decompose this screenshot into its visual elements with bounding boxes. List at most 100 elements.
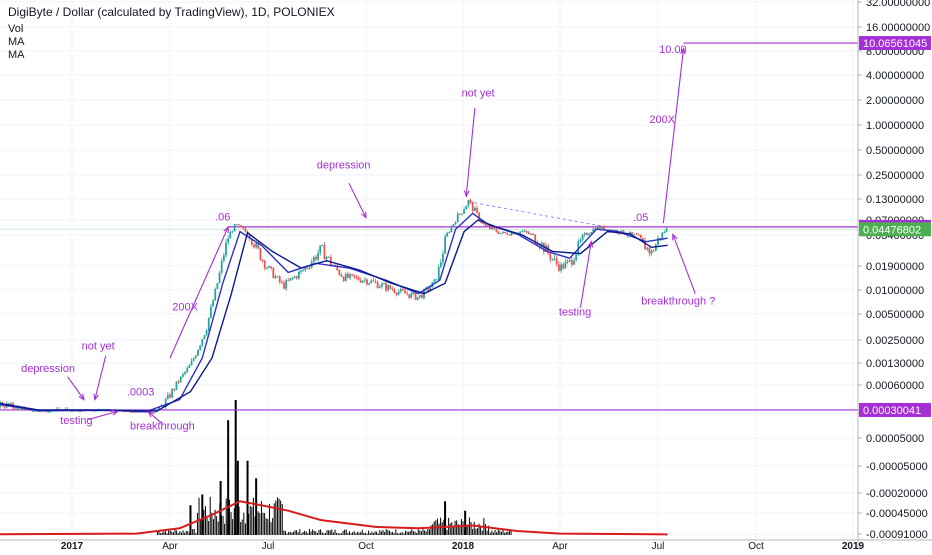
volume-bar-fill-79: [283, 530, 285, 535]
volume-bar-fill-13: [177, 533, 179, 535]
volume-bar-fill-111: [334, 529, 336, 535]
annotation-label-7[interactable]: depression: [317, 159, 371, 171]
candle-body-288: [590, 232, 593, 234]
volume-bar-fill-172: [432, 524, 434, 535]
annotation-label-4[interactable]: breakthrough: [130, 421, 195, 433]
candle-body-18: [10, 403, 12, 406]
volume-bar-fill-62: [256, 513, 258, 535]
arrow-testing-1-head: [111, 410, 120, 416]
volume-bar-fill-92: [304, 530, 306, 535]
arrow-200x-1[interactable]: [169, 226, 229, 359]
annotation-label-1[interactable]: not yet: [82, 341, 115, 353]
arrow-testing-1[interactable]: [88, 410, 118, 420]
candle-body-259: [527, 232, 530, 235]
candle-body-247: [501, 232, 504, 234]
volume-bar-fill-104: [323, 533, 325, 535]
volume-bar-fill-171: [430, 525, 432, 535]
volume-bar-fill-85: [292, 531, 294, 535]
volume-bar-fill-64: [259, 513, 261, 535]
candle-body-266: [542, 242, 545, 253]
annotation-label-13[interactable]: 10.00: [659, 44, 687, 56]
volume-bar-fill-29: [203, 509, 205, 535]
price-tick-label: 1.00000000: [866, 120, 924, 132]
candle-body-153: [302, 270, 305, 272]
price-tick-label: 0.00005000: [866, 433, 924, 445]
indicator-ma-label-2[interactable]: MA: [8, 49, 25, 61]
annotation-label-8[interactable]: not yet: [462, 88, 495, 100]
volume-bar-fill-181: [446, 529, 448, 535]
price-tick-label: -0.00045000: [866, 508, 928, 520]
volume-bar-fill-22: [192, 529, 194, 535]
candle-body-154: [304, 267, 307, 271]
annotation-label-0[interactable]: depression: [21, 363, 75, 375]
candle-body-105: [199, 345, 202, 350]
candle-body-194: [389, 285, 392, 289]
volume-bar-fill-47: [232, 519, 234, 535]
arrow-breakthrough-2[interactable]: [672, 234, 696, 294]
arrow-testing-2[interactable]: [579, 241, 592, 308]
volume-ma-line: [0, 500, 668, 536]
candle-body-192: [385, 283, 387, 291]
arrow-not-yet-1[interactable]: [94, 355, 107, 400]
annotation-label-6[interactable]: .06: [215, 212, 230, 224]
candle-body-187: [374, 281, 377, 283]
volume-bar-fill-189: [459, 524, 461, 535]
candle-body-267: [545, 245, 547, 253]
volume-bar-fill-93: [305, 531, 307, 535]
arrow-not-yet-2[interactable]: [465, 107, 476, 197]
indicator-vol-label[interactable]: Vol: [8, 23, 23, 35]
arrow-breakthrough-2-head: [672, 233, 678, 241]
candle-body-274: [560, 264, 562, 271]
volume-bar-fill-197: [472, 528, 474, 535]
volume-bar-fill-116: [342, 531, 344, 535]
volume-bar-fill-51: [238, 506, 240, 535]
volume-bar-5: [255, 478, 258, 535]
arrow-breakthrough-1[interactable]: [147, 411, 163, 425]
candle-body-106: [201, 339, 204, 346]
volume-bar-fill-52: [240, 522, 242, 535]
candle-body-215: [433, 279, 436, 283]
candle-body-229: [463, 209, 465, 214]
price-axis[interactable]: 32.0000000016.000000008.000000004.000000…: [857, 0, 931, 550]
annotation-label-9[interactable]: testing: [559, 307, 591, 319]
volume-bar-1: [234, 400, 237, 535]
volume-bar-fill-34: [211, 512, 213, 535]
candle-body-286: [586, 233, 588, 235]
indicator-ma-label[interactable]: MA: [8, 36, 25, 48]
volume-bar-fill-186: [454, 520, 456, 535]
candle-body-321: [661, 232, 664, 239]
candle-body-225: [454, 222, 457, 224]
volume-bar-fill-199: [475, 528, 477, 535]
candle-body-152: [300, 270, 302, 273]
volume-bar-fill-74: [275, 500, 277, 535]
ma-fast-line: [0, 212, 668, 413]
candle-body-138: [270, 266, 273, 269]
volume-bar-fill-109: [331, 529, 333, 535]
volume-bar-fill-130: [364, 532, 366, 535]
annotation-label-12[interactable]: 200X: [649, 114, 675, 126]
candle-body-309: [635, 233, 638, 235]
time-axis[interactable]: 2017 Apr Jul Oct 2018 Apr Jul Oct 2019: [0, 539, 932, 552]
arrow-depression-2[interactable]: [348, 182, 367, 218]
annotation-label-11[interactable]: .05: [633, 212, 648, 224]
arrow-200x-2[interactable]: [662, 48, 685, 224]
candle-body-74: [132, 411, 134, 413]
annotation-label-10[interactable]: breakthrough ?: [641, 295, 715, 307]
annotation-label-2[interactable]: .0003: [127, 386, 155, 398]
annotation-label-3[interactable]: testing: [60, 415, 92, 427]
volume-bar-fill-143: [385, 529, 387, 535]
volume-bar-fill-198: [473, 521, 475, 535]
volume-bar-fill-78: [281, 503, 283, 535]
volume-bar-fill-75: [276, 497, 278, 535]
arrow-depression-1[interactable]: [67, 376, 85, 400]
candle-body-242: [491, 227, 493, 230]
descending-trendline[interactable]: [468, 201, 603, 227]
candle-body-239: [484, 223, 487, 227]
candle-body-135: [263, 260, 266, 269]
annotation-label-5[interactable]: 200X: [172, 302, 198, 314]
volume-bar-fill-206: [486, 530, 488, 535]
arrow-depression-2-head: [361, 211, 367, 219]
candle-body-123: [238, 224, 240, 226]
candle-body-313: [644, 240, 646, 250]
